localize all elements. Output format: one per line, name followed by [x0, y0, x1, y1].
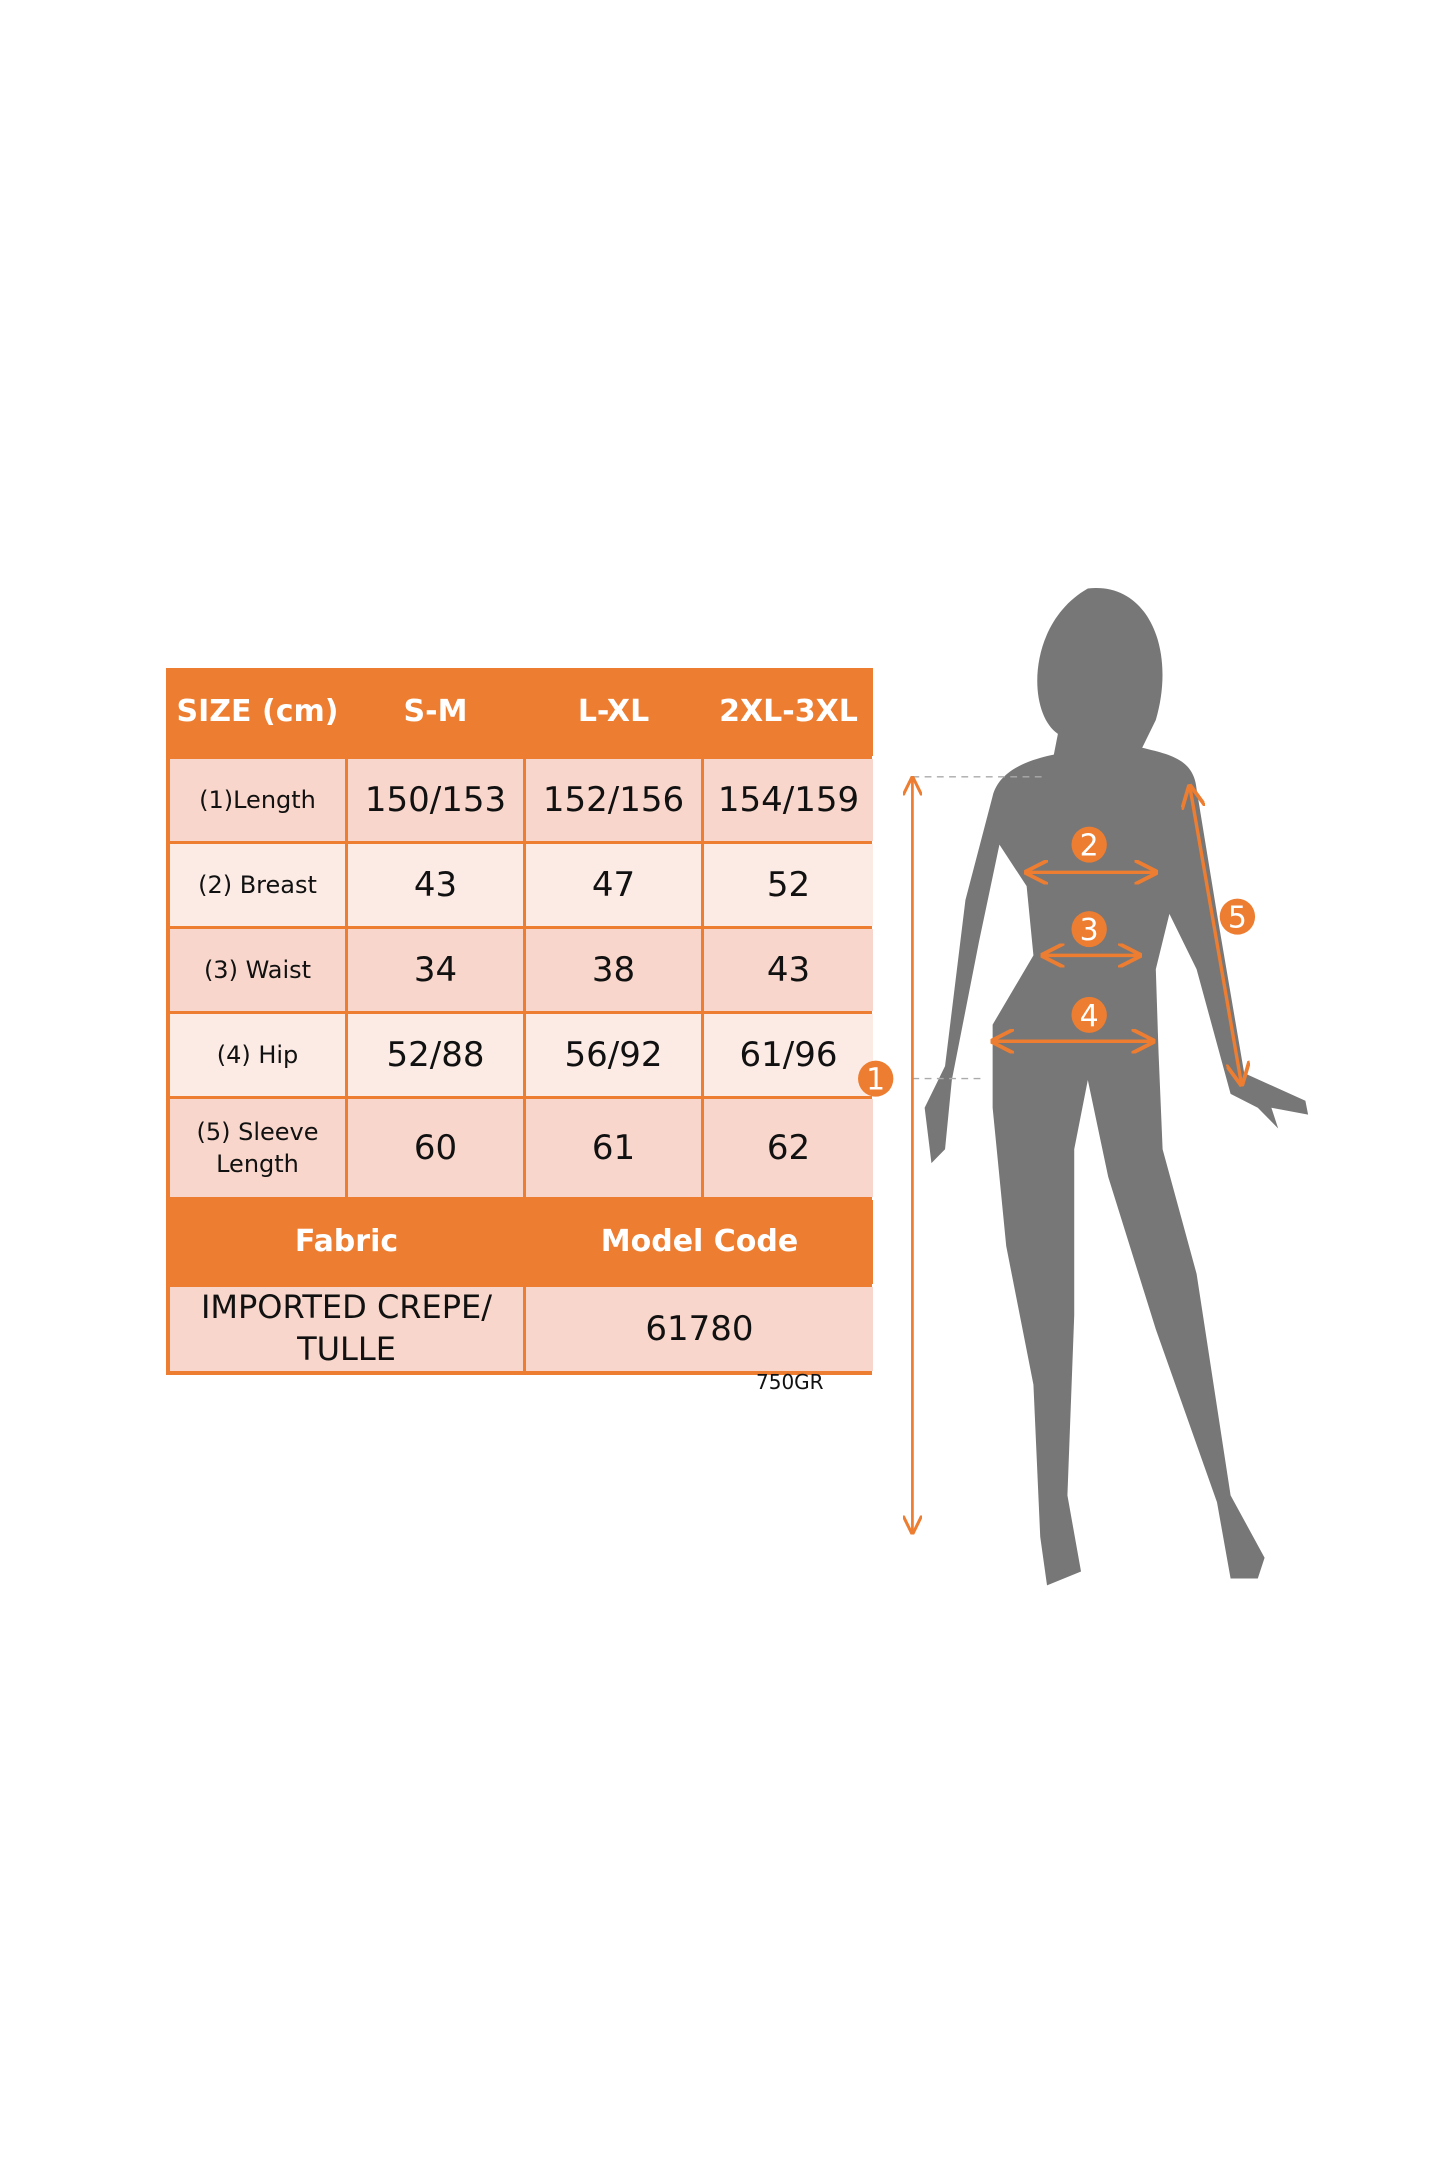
marker-5: 5: [1219, 898, 1256, 936]
cell: 154/159: [704, 759, 873, 841]
row-label-hip: (4) Hip: [170, 1014, 345, 1096]
marker-3: 3: [1071, 911, 1107, 948]
header-size: SIZE (cm): [170, 668, 345, 756]
cell: 47: [526, 844, 701, 926]
weight-label: 750GR: [756, 1370, 824, 1394]
header-model-code: Model Code: [526, 1200, 873, 1284]
row-label-sleeve-length: (5) Sleeve Length: [170, 1099, 345, 1197]
svg-text:4: 4: [1080, 999, 1099, 1034]
size-chart-table: SIZE (cm) S-M L-XL 2XL-3XL (1)Length 150…: [166, 668, 873, 1375]
sleeve-arrow: [1190, 786, 1242, 1084]
svg-text:2: 2: [1080, 828, 1099, 863]
header-s-m: S-M: [348, 668, 523, 756]
cell: 34: [348, 929, 523, 1011]
svg-text:3: 3: [1080, 913, 1099, 948]
marker-1: 1: [858, 1060, 894, 1098]
svg-text:1: 1: [866, 1062, 885, 1097]
cell: 150/153: [348, 759, 523, 841]
model-code-value: 61780: [526, 1287, 873, 1371]
header-l-xl: L-XL: [526, 668, 701, 756]
marker-2: 2: [1071, 826, 1107, 864]
cell: 61/96: [704, 1014, 873, 1096]
row-label-length: (1)Length: [170, 759, 345, 841]
woman-silhouette: [924, 587, 1309, 1586]
marker-4: 4: [1071, 996, 1107, 1034]
svg-text:5: 5: [1228, 900, 1247, 935]
cell: 52: [704, 844, 873, 926]
cell: 43: [348, 844, 523, 926]
cell: 61: [526, 1099, 701, 1197]
cell: 38: [526, 929, 701, 1011]
cell: 152/156: [526, 759, 701, 841]
header-fabric: Fabric: [170, 1200, 523, 1284]
fabric-value: IMPORTED CREPE/ TULLE: [170, 1287, 523, 1371]
cell: 60: [348, 1099, 523, 1197]
cell: 56/92: [526, 1014, 701, 1096]
cell: 62: [704, 1099, 873, 1197]
row-label-breast: (2) Breast: [170, 844, 345, 926]
row-label-waist: (3) Waist: [170, 929, 345, 1011]
header-2xl-3xl: 2XL-3XL: [704, 668, 873, 756]
cell: 52/88: [348, 1014, 523, 1096]
cell: 43: [704, 929, 873, 1011]
